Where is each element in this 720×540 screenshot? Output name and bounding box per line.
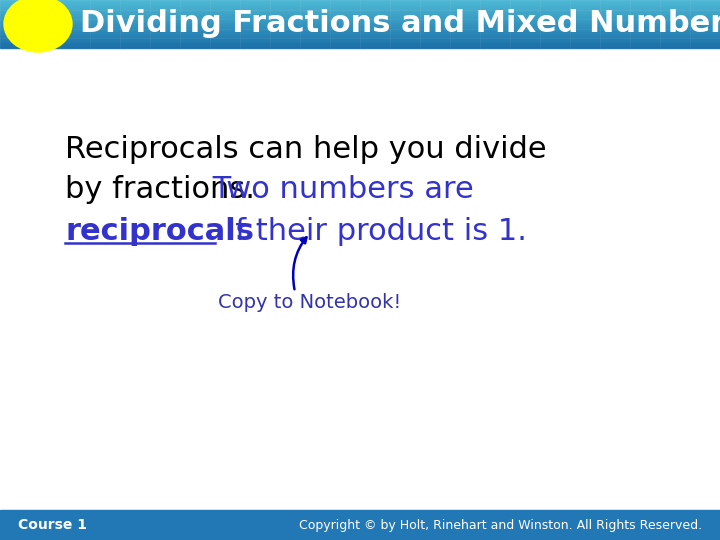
Bar [0,32,720,33]
Bar [0,30,720,31]
Bar [0,29,720,30]
Bar [0,42,720,43]
Bar [0,31,720,32]
Bar [0,7,720,8]
Bar [0,36,720,37]
Bar [0,19,720,20]
Bar [0,37,720,38]
Bar [0,18,720,19]
Text: Two numbers are: Two numbers are [203,176,474,205]
Bar [0,22,720,23]
Bar [0,21,720,22]
Text: if their product is 1.: if their product is 1. [217,218,527,246]
Bar [0,5,720,6]
Bar [0,0,720,1]
Bar [0,1,720,2]
Bar [0,27,720,28]
Bar [0,23,720,24]
Bar [0,15,720,16]
Text: Reciprocals can help you divide: Reciprocals can help you divide [65,136,546,165]
Text: Copyright © by Holt, Rinehart and Winston. All Rights Reserved.: Copyright © by Holt, Rinehart and Winsto… [299,518,702,531]
Bar [0,43,720,44]
Bar [0,28,720,29]
Bar [0,38,720,39]
Bar [0,9,720,10]
Bar [0,17,720,18]
Bar [0,20,720,21]
Text: Dividing Fractions and Mixed Numbers: Dividing Fractions and Mixed Numbers [80,10,720,38]
Bar [0,14,720,15]
Bar [0,3,720,4]
Text: by fractions.: by fractions. [65,176,255,205]
Bar [0,16,720,17]
Ellipse shape [4,0,72,52]
Bar [0,6,720,7]
Bar [0,45,720,46]
Bar [0,35,720,36]
Bar [0,8,720,9]
Bar [0,4,720,5]
Bar [0,11,720,12]
Bar [0,24,720,25]
Text: Course 1: Course 1 [18,518,87,532]
Bar [0,510,720,540]
Bar [0,26,720,27]
Bar [0,10,720,11]
Bar [0,41,720,42]
Bar [0,44,720,45]
Bar [0,46,720,47]
Bar [0,25,720,26]
Bar [0,33,720,35]
Bar [0,47,720,48]
Bar [0,39,720,40]
Bar [0,2,720,3]
Bar [0,13,720,14]
Text: Copy to Notebook!: Copy to Notebook! [218,294,402,313]
Bar [0,40,720,41]
Bar [0,12,720,13]
Text: reciprocals: reciprocals [65,218,254,246]
